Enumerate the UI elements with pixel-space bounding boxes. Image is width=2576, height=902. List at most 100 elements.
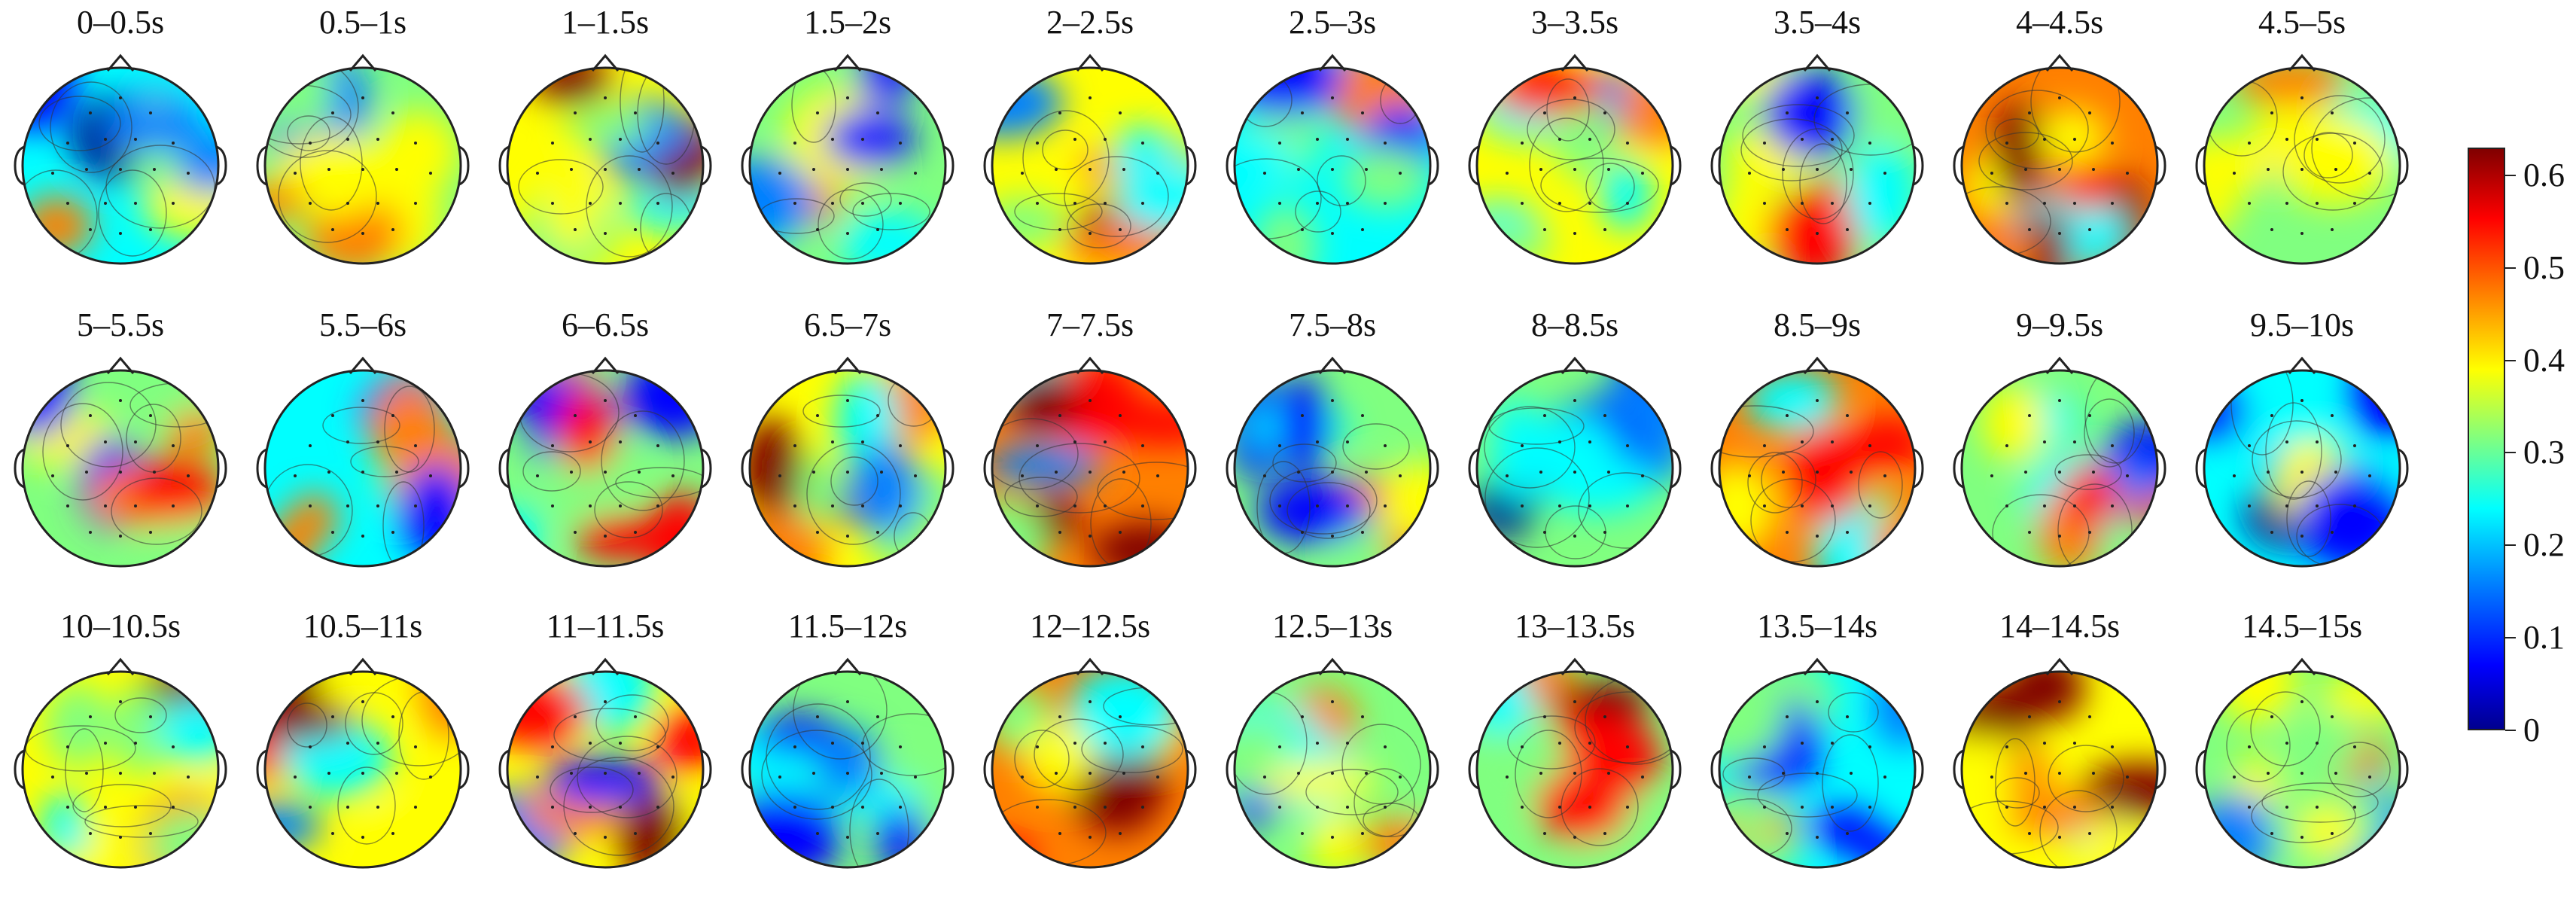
scalp-topomap	[1710, 356, 1924, 568]
scalp-topomap	[1226, 356, 1439, 568]
scalp-topomap	[1710, 657, 1924, 869]
colorbar-tick-label: 0.6	[2523, 156, 2565, 194]
scalp-topomap	[1468, 657, 1682, 869]
colorbar-tick-label: 0.3	[2523, 434, 2565, 471]
colorbar	[2468, 148, 2505, 730]
topomap-panel: 2–2.5s	[970, 0, 1210, 271]
topomap-panel: 13–13.5s	[1454, 604, 1695, 875]
scalp-topomap	[983, 53, 1197, 265]
topomap-panel: 11.5–12s	[727, 604, 968, 875]
panel-time-label: 6–6.5s	[561, 306, 650, 343]
panel-time-label: 4–4.5s	[2015, 4, 2104, 41]
scalp-topomap	[1468, 356, 1682, 568]
panel-time-label: 3.5–4s	[1773, 4, 1862, 41]
scalp-topomap	[2195, 657, 2409, 869]
topomap-panel: 0–0.5s	[0, 0, 241, 271]
scalp-topomap	[14, 356, 227, 568]
panel-time-label: 4.5–5s	[2258, 4, 2346, 41]
panel-time-label: 11.5–12s	[787, 608, 908, 645]
panel-time-label: 8.5–9s	[1773, 306, 1862, 343]
panel-time-label: 2–2.5s	[1046, 4, 1134, 41]
panel-time-label: 14.5–15s	[2241, 608, 2363, 645]
panel-time-label: 3–3.5s	[1530, 4, 1619, 41]
colorbar-tick-label: 0.4	[2523, 341, 2565, 379]
topomap-panel: 8.5–9s	[1697, 303, 1938, 574]
colorbar-tick-label: 0.1	[2523, 619, 2565, 657]
colorbar-tick	[2505, 544, 2516, 547]
scalp-topomap	[256, 356, 470, 568]
panel-time-label: 2.5–3s	[1288, 4, 1377, 41]
scalp-topomap	[1710, 53, 1924, 265]
scalp-topomap	[1226, 657, 1439, 869]
colorbar-tick	[2505, 267, 2516, 269]
colorbar-tick-label: 0	[2523, 712, 2540, 748]
topomap-panel: 10.5–11s	[242, 604, 483, 875]
scalp-topomap	[256, 53, 470, 265]
topomap-panel: 12–12.5s	[970, 604, 1210, 875]
scalp-topomap	[256, 657, 470, 869]
colorbar-tick	[2505, 359, 2516, 361]
topomap-panel: 14–14.5s	[1939, 604, 2180, 875]
panel-time-label: 1–1.5s	[561, 4, 650, 41]
topomap-panel: 1.5–2s	[727, 0, 968, 271]
panel-time-label: 12–12.5s	[1029, 608, 1151, 645]
panel-time-label: 13.5–14s	[1756, 608, 1878, 645]
panel-time-label: 6.5–7s	[803, 306, 892, 343]
scalp-topomap	[1953, 53, 2166, 265]
panel-time-label: 1.5–2s	[803, 4, 892, 41]
scalp-topomap	[1468, 53, 1682, 265]
topomap-panel: 2.5–3s	[1212, 0, 1453, 271]
scalp-topomap	[2195, 356, 2409, 568]
scalp-topomap	[498, 657, 712, 869]
colorbar-tick	[2505, 174, 2516, 176]
panel-time-label: 10.5–11s	[303, 608, 423, 645]
topomap-panel: 12.5–13s	[1212, 604, 1453, 875]
scalp-topomap	[741, 657, 955, 869]
colorbar-tick-label: 0.5	[2523, 248, 2565, 286]
scalp-topomap	[741, 356, 955, 568]
panel-time-label: 9–9.5s	[2015, 306, 2104, 343]
panel-time-label: 8–8.5s	[1530, 306, 1619, 343]
scalp-topomap	[1953, 657, 2166, 869]
topomap-panel: 6–6.5s	[485, 303, 726, 574]
topomap-panel: 14.5–15s	[2182, 604, 2422, 875]
scalp-topomap	[741, 53, 955, 265]
topomap-panel: 11–11.5s	[485, 604, 726, 875]
scalp-topomap	[2195, 53, 2409, 265]
scalp-topomap	[983, 356, 1197, 568]
panel-time-label: 12.5–13s	[1271, 608, 1393, 645]
topomap-panel: 0.5–1s	[242, 0, 483, 271]
panel-time-label: 7–7.5s	[1046, 306, 1134, 343]
scalp-topomap	[1953, 356, 2166, 568]
topomap-panel: 5–5.5s	[0, 303, 241, 574]
topomap-panel: 9.5–10s	[2182, 303, 2422, 574]
topomap-panel: 10–10.5s	[0, 604, 241, 875]
scalp-topomap	[14, 53, 227, 265]
topomap-panel: 13.5–14s	[1697, 604, 1938, 875]
topomap-panel: 3–3.5s	[1454, 0, 1695, 271]
topomap-panel: 4–4.5s	[1939, 0, 2180, 271]
panel-time-label: 9.5–10s	[2249, 306, 2355, 343]
scalp-topomap	[498, 53, 712, 265]
topomap-panel: 9–9.5s	[1939, 303, 2180, 574]
scalp-topomap	[14, 657, 227, 869]
topomap-panel: 4.5–5s	[2182, 0, 2422, 271]
topomap-panel: 6.5–7s	[727, 303, 968, 574]
scalp-topomap	[983, 657, 1197, 869]
colorbar-tick-label: 0.2	[2523, 526, 2565, 564]
scalp-topomap	[498, 356, 712, 568]
topomap-panel: 5.5–6s	[242, 303, 483, 574]
panel-time-label: 13–13.5s	[1514, 608, 1636, 645]
colorbar-tick	[2505, 730, 2516, 731]
panel-time-label: 7.5–8s	[1288, 306, 1377, 343]
panel-time-label: 14–14.5s	[1999, 608, 2121, 645]
panel-time-label: 0–0.5s	[76, 4, 165, 41]
scalp-topomap	[1226, 53, 1439, 265]
panel-time-label: 11–11.5s	[546, 608, 665, 645]
topomap-panel: 7.5–8s	[1212, 303, 1453, 574]
topomap-panel: 1–1.5s	[485, 0, 726, 271]
panel-time-label: 5.5–6s	[318, 306, 407, 343]
topomap-panel: 8–8.5s	[1454, 303, 1695, 574]
colorbar-tick	[2505, 452, 2516, 454]
